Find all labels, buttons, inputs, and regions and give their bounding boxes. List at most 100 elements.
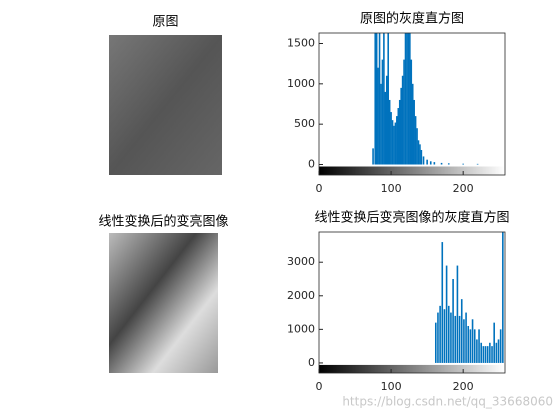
histogram-bar: [447, 305, 450, 363]
histogram-bar: [476, 163, 479, 165]
histogram-bar: [478, 329, 480, 363]
histogram-bar: [411, 83, 414, 165]
histogram-bar: [480, 342, 483, 363]
chart-title: 线性变换后变亮图像的灰度直方图: [314, 210, 509, 226]
y-tick-label: 3000: [287, 255, 315, 268]
histogram-bar: [467, 326, 470, 363]
histogram-bar: [486, 346, 489, 363]
histogram-bar: [372, 148, 374, 165]
histogram-bar: [452, 279, 454, 363]
histogram-bar: [374, 33, 377, 165]
histogram-bar: [375, 33, 378, 165]
histogram-bar: [484, 346, 487, 363]
histogram-bar: [414, 116, 417, 165]
histogram-bar: [433, 162, 436, 165]
histogram-bar: [471, 319, 474, 363]
gray-colorbar: [319, 166, 505, 175]
histogram-bar: [460, 299, 463, 363]
histogram-bar: [476, 339, 478, 363]
x-tick-label: 0: [316, 182, 323, 195]
histogram-bar: [378, 33, 381, 165]
histogram-bar: [381, 59, 384, 165]
histogram-bar: [393, 125, 395, 165]
histogram-bar: [491, 346, 493, 363]
axes-box: [318, 32, 506, 176]
x-tick-label: 100: [381, 182, 402, 195]
chart-title: 原图: [152, 15, 178, 30]
x-tick-label: 0: [316, 380, 323, 393]
histogram-bar: [440, 162, 443, 165]
histogram-bar: [404, 33, 407, 165]
chart-title: 原图的灰度直方图: [360, 11, 464, 27]
histogram-bar: [450, 312, 452, 363]
histogram-bar: [401, 75, 404, 165]
histogram-bar: [410, 59, 413, 165]
gray-colorbar: [319, 364, 505, 373]
histogram-bar: [493, 322, 495, 363]
histogram-bar: [416, 128, 418, 165]
histogram-bar: [497, 339, 500, 363]
histogram-bar: [429, 161, 432, 165]
histogram-bar: [465, 312, 467, 363]
y-tick-label: 1000: [287, 322, 315, 335]
histogram-bar: [462, 163, 464, 165]
histogram-bar: [499, 329, 502, 363]
histogram-bar: [456, 265, 459, 363]
histogram-bar: [482, 346, 485, 363]
histogram-bar: [489, 342, 491, 363]
histogram-bar: [454, 315, 457, 363]
histogram-bar: [473, 329, 476, 363]
photo: [109, 233, 218, 373]
histogram-bar: [384, 91, 387, 165]
y-tick-label: 0: [308, 356, 315, 369]
histogram-bar: [385, 75, 388, 165]
histogram-bar: [390, 112, 392, 165]
histogram-bar: [447, 163, 450, 165]
histogram-bar: [398, 99, 401, 165]
histogram-bar: [495, 342, 498, 363]
histogram-bar: [391, 120, 394, 165]
watermark: https://blog.csdn.net/qq_33668060: [342, 395, 553, 409]
histogram-bar: [413, 99, 415, 165]
histogram-bar: [383, 33, 385, 165]
histogram-bar: [439, 305, 441, 363]
x-tick-label: 200: [453, 182, 474, 195]
histogram-bar: [420, 149, 423, 165]
histogram-bar: [463, 319, 465, 363]
histogram-bar: [437, 312, 439, 363]
histogram-bar: [394, 122, 397, 165]
histogram-bar: [400, 87, 402, 165]
histogram-bar: [396, 116, 398, 165]
y-tick-label: 500: [294, 117, 315, 130]
y-tick-label: 0: [308, 158, 315, 171]
histogram-bar: [409, 33, 411, 165]
histogram-bar: [377, 67, 379, 165]
histogram-bar: [419, 144, 421, 165]
histogram-bar: [445, 265, 448, 363]
histogram-bar: [441, 242, 444, 363]
histogram-bar: [417, 140, 420, 165]
histogram-bar: [434, 322, 437, 363]
histogram-bar: [469, 329, 472, 363]
histogram-bar: [422, 156, 425, 165]
x-tick-label: 100: [381, 380, 402, 393]
axes-box: [318, 231, 506, 374]
histogram-bar: [458, 315, 461, 363]
histogram-bar: [407, 33, 410, 165]
chart-title: 线性变换后的变亮图像: [98, 214, 228, 230]
histogram-bar: [502, 232, 504, 363]
histogram-bar: [403, 59, 405, 165]
histogram-bar: [406, 33, 408, 165]
y-tick-label: 1000: [287, 77, 315, 90]
photo: [109, 35, 222, 175]
y-tick-label: 1500: [287, 36, 315, 49]
histogram-bar: [443, 309, 446, 363]
histogram-bar: [387, 33, 390, 165]
histogram-bar: [380, 83, 382, 165]
histogram-bar: [388, 99, 391, 165]
histogram-bar: [426, 159, 428, 165]
y-tick-label: 2000: [287, 289, 315, 302]
x-tick-label: 200: [453, 380, 474, 393]
